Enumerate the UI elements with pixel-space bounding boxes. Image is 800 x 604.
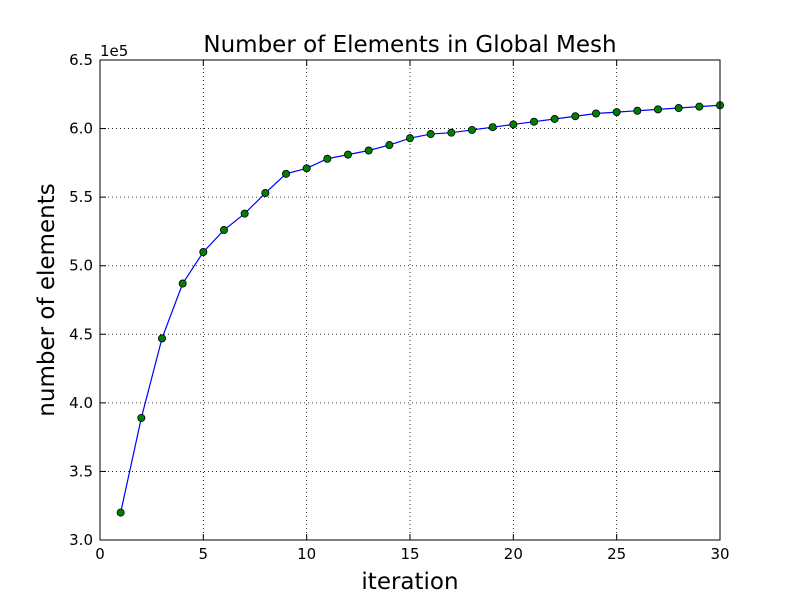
data-point [116,508,125,517]
x-tick-label: 20 [504,545,523,563]
data-point [199,247,208,256]
data-point [592,109,601,118]
y-tick-label: 6.0 [69,120,93,138]
x-tick-label: 5 [199,545,209,563]
x-tick-label: 15 [400,545,419,563]
plot-frame [99,59,721,541]
data-point [550,114,559,123]
data-point [447,128,456,137]
series-line [120,104,721,513]
data-point [343,150,352,159]
y-tick-label: 5.5 [69,188,93,206]
x-tick-label: 30 [710,545,729,563]
grid [100,60,720,540]
y-tick-label: 3.5 [69,462,93,480]
data-point [219,226,228,235]
y-tick-label: 5.0 [69,257,93,275]
y-tick-label: 4.5 [69,325,93,343]
data-point [137,413,146,422]
data-point [509,120,518,129]
x-tick-label: 10 [297,545,316,563]
data-point [674,104,683,113]
data-point [426,130,435,139]
y-axis-label: number of elements [34,183,60,416]
data-point [385,141,394,150]
x-tick-label: 25 [607,545,626,563]
data-point [240,209,249,218]
data-point [571,112,580,121]
y-tick-label: 6.5 [69,51,93,69]
data-point [633,106,642,115]
data-point [488,123,497,132]
ticks: 0 5 10 15 20 25 30 3.0 3.5 4.0 4.5 5.0 5.5 6.0 6.5 [69,51,729,563]
data-point [281,169,290,178]
y-offset-label: 1e5 [100,42,128,60]
data-point [302,164,311,173]
data-point [612,108,621,117]
data-point [261,189,270,198]
chart-title: Number of Elements in Global Mesh [203,32,616,58]
data-point [323,154,332,163]
data-point [405,134,414,143]
x-tick-label: 0 [95,545,105,563]
data-point [695,102,704,111]
data-point [654,105,663,114]
data-point [530,117,539,126]
series-layer [116,101,725,517]
data-point [467,125,476,134]
data-point [364,146,373,155]
y-tick-label: 3.0 [69,531,93,549]
data-point [157,334,166,343]
y-tick-label: 4.0 [69,394,93,412]
x-axis-label: iteration [361,569,458,595]
data-point [178,279,187,288]
